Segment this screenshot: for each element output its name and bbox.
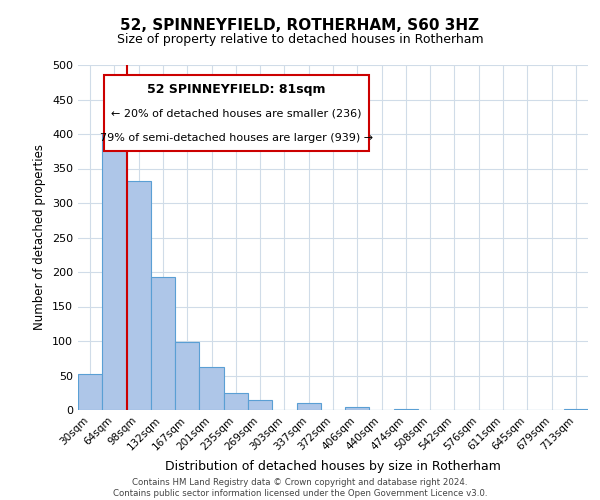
Bar [345,406,370,410]
Bar [127,181,151,410]
Bar [175,342,199,410]
Y-axis label: Number of detached properties: Number of detached properties [34,144,46,330]
Bar [248,400,272,410]
Bar [394,408,418,410]
Text: 52, SPINNEYFIELD, ROTHERHAM, S60 3HZ: 52, SPINNEYFIELD, ROTHERHAM, S60 3HZ [121,18,479,32]
X-axis label: Distribution of detached houses by size in Rotherham: Distribution of detached houses by size … [165,460,501,473]
Bar [199,367,224,410]
FancyBboxPatch shape [104,76,369,152]
Bar [224,393,248,410]
Bar [102,134,127,410]
Bar [564,408,588,410]
Text: ← 20% of detached houses are smaller (236): ← 20% of detached houses are smaller (23… [111,108,361,118]
Text: 79% of semi-detached houses are larger (939) →: 79% of semi-detached houses are larger (… [100,132,373,142]
Bar [296,403,321,410]
Text: Size of property relative to detached houses in Rotherham: Size of property relative to detached ho… [116,32,484,46]
Bar [151,277,175,410]
Text: 52 SPINNEYFIELD: 81sqm: 52 SPINNEYFIELD: 81sqm [147,82,325,96]
Bar [78,374,102,410]
Text: Contains HM Land Registry data © Crown copyright and database right 2024.
Contai: Contains HM Land Registry data © Crown c… [113,478,487,498]
